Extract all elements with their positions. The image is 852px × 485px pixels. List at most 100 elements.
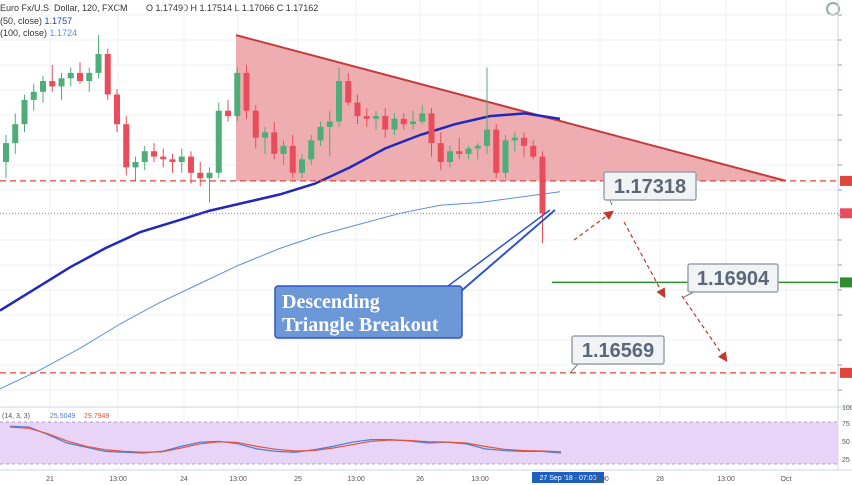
time-tick-label: 13:00 [591,476,609,483]
stoch-k-line [9,425,562,454]
stoch-d-value: 29.7949 [84,413,109,420]
stoch-tick: 75 [842,421,850,428]
time-tick-label: 13:00 [471,476,489,483]
stoch-tick: 100 [842,405,852,412]
stoch-legend: (14, 3, 3) [2,413,30,420]
candle-body [521,137,527,146]
candle-body [354,102,361,117]
candle-body [373,116,379,119]
candle-body [123,124,130,168]
crosshair-time-label: 27 Sep '18 · 07:00 [540,475,597,482]
candle-body [234,72,241,117]
symbol-title: Euro Fx/U.S. Dollar, 120, FXCM [0,3,128,13]
level-high-label-box [603,171,697,201]
candle-body [410,121,416,125]
stoch-tick: 50 [842,439,850,446]
candle-body [151,151,157,157]
price-badge [840,208,852,219]
time-tick-label: 13:00 [347,476,365,483]
candle-body [363,116,370,119]
level-low-label-text: 1.16569 [582,340,654,362]
stoch-tick: 25 [842,457,850,464]
candle-body [308,140,315,160]
candle-body [336,81,342,122]
stoch-d-line [9,426,562,453]
candle-body [132,162,139,168]
level-mid-label-text: 1.16904 [697,268,770,290]
ma50-value: 1.1757 [44,16,73,26]
candle-body [225,110,231,117]
level-high-label-leader [609,199,613,206]
candle-body [141,151,148,162]
candle-body [40,81,46,92]
time-tick-label: 26 [416,476,424,483]
time-tick-label: 21 [46,476,54,483]
candle-body [280,145,287,154]
triangle-layer [235,34,787,182]
candle-body [382,116,389,130]
descending-triangle [236,35,786,181]
time-tick-label: 24 [180,476,188,483]
arrow-down-1 [623,221,666,299]
candle-body [30,91,37,100]
arrow-up [573,210,614,241]
candle-body [345,81,352,103]
candle-body [391,118,398,130]
level-mid-label-box [687,263,779,293]
candle-body [502,140,509,173]
time-tick-label: 13:00 [717,476,735,483]
level-mid-label-leader [683,291,695,298]
candle-body [465,148,472,154]
callout-pointer [459,209,556,293]
candle-body [188,156,194,173]
candle-body [206,172,213,179]
candle-body [114,94,120,125]
candle-body [511,137,518,141]
ma100-value: 1.1724 [49,28,78,38]
candle-body [252,110,259,138]
ma50-legend: (50, close) 1.1757 [0,16,73,26]
callout-line-1: Descending [282,291,380,313]
forecast-arrows [573,210,728,362]
candle-body [271,132,278,154]
candle-body [197,172,204,179]
candle-body [3,143,9,162]
moving-averages [0,112,561,390]
callout-box [274,285,463,339]
callout-line-2: Triangle Breakout [282,314,439,336]
candle-body [326,121,333,127]
candle-body [77,72,83,81]
candle-body [400,118,407,125]
candles [3,35,546,243]
candle-body [262,132,268,138]
ohlc-readout: O 1.17490 H 1.17514 L 1.17066 C 1.17162 [146,3,319,13]
time-tick-label: 13:00 [229,476,247,483]
callout-pointer-2 [439,209,551,293]
stoch-k-value: 25.5049 [50,413,75,420]
time-axis-bg [0,470,852,485]
stoch-band [0,422,838,464]
candle-body [474,145,481,149]
candle-body [484,129,490,146]
chart-header: Euro Fx/U.S. Dollar, 120, FXCM O 1.17490… [0,0,330,38]
ma100-line [0,191,561,390]
price-badge [840,277,852,288]
candle-body [169,159,176,162]
candle-body [67,72,74,79]
candle-body [447,151,453,162]
crosshair-time-box [532,472,604,483]
candle-body [58,78,65,87]
triangle-hypotenuse [235,34,787,182]
candle-body [493,129,500,173]
candle-body [317,126,324,141]
candle-body [299,159,305,173]
candle-body [86,72,93,81]
grid [0,0,852,470]
ma50-line [0,112,561,312]
candle-body [49,81,56,87]
level-low-label-box [571,335,665,365]
candle-body [178,156,185,162]
